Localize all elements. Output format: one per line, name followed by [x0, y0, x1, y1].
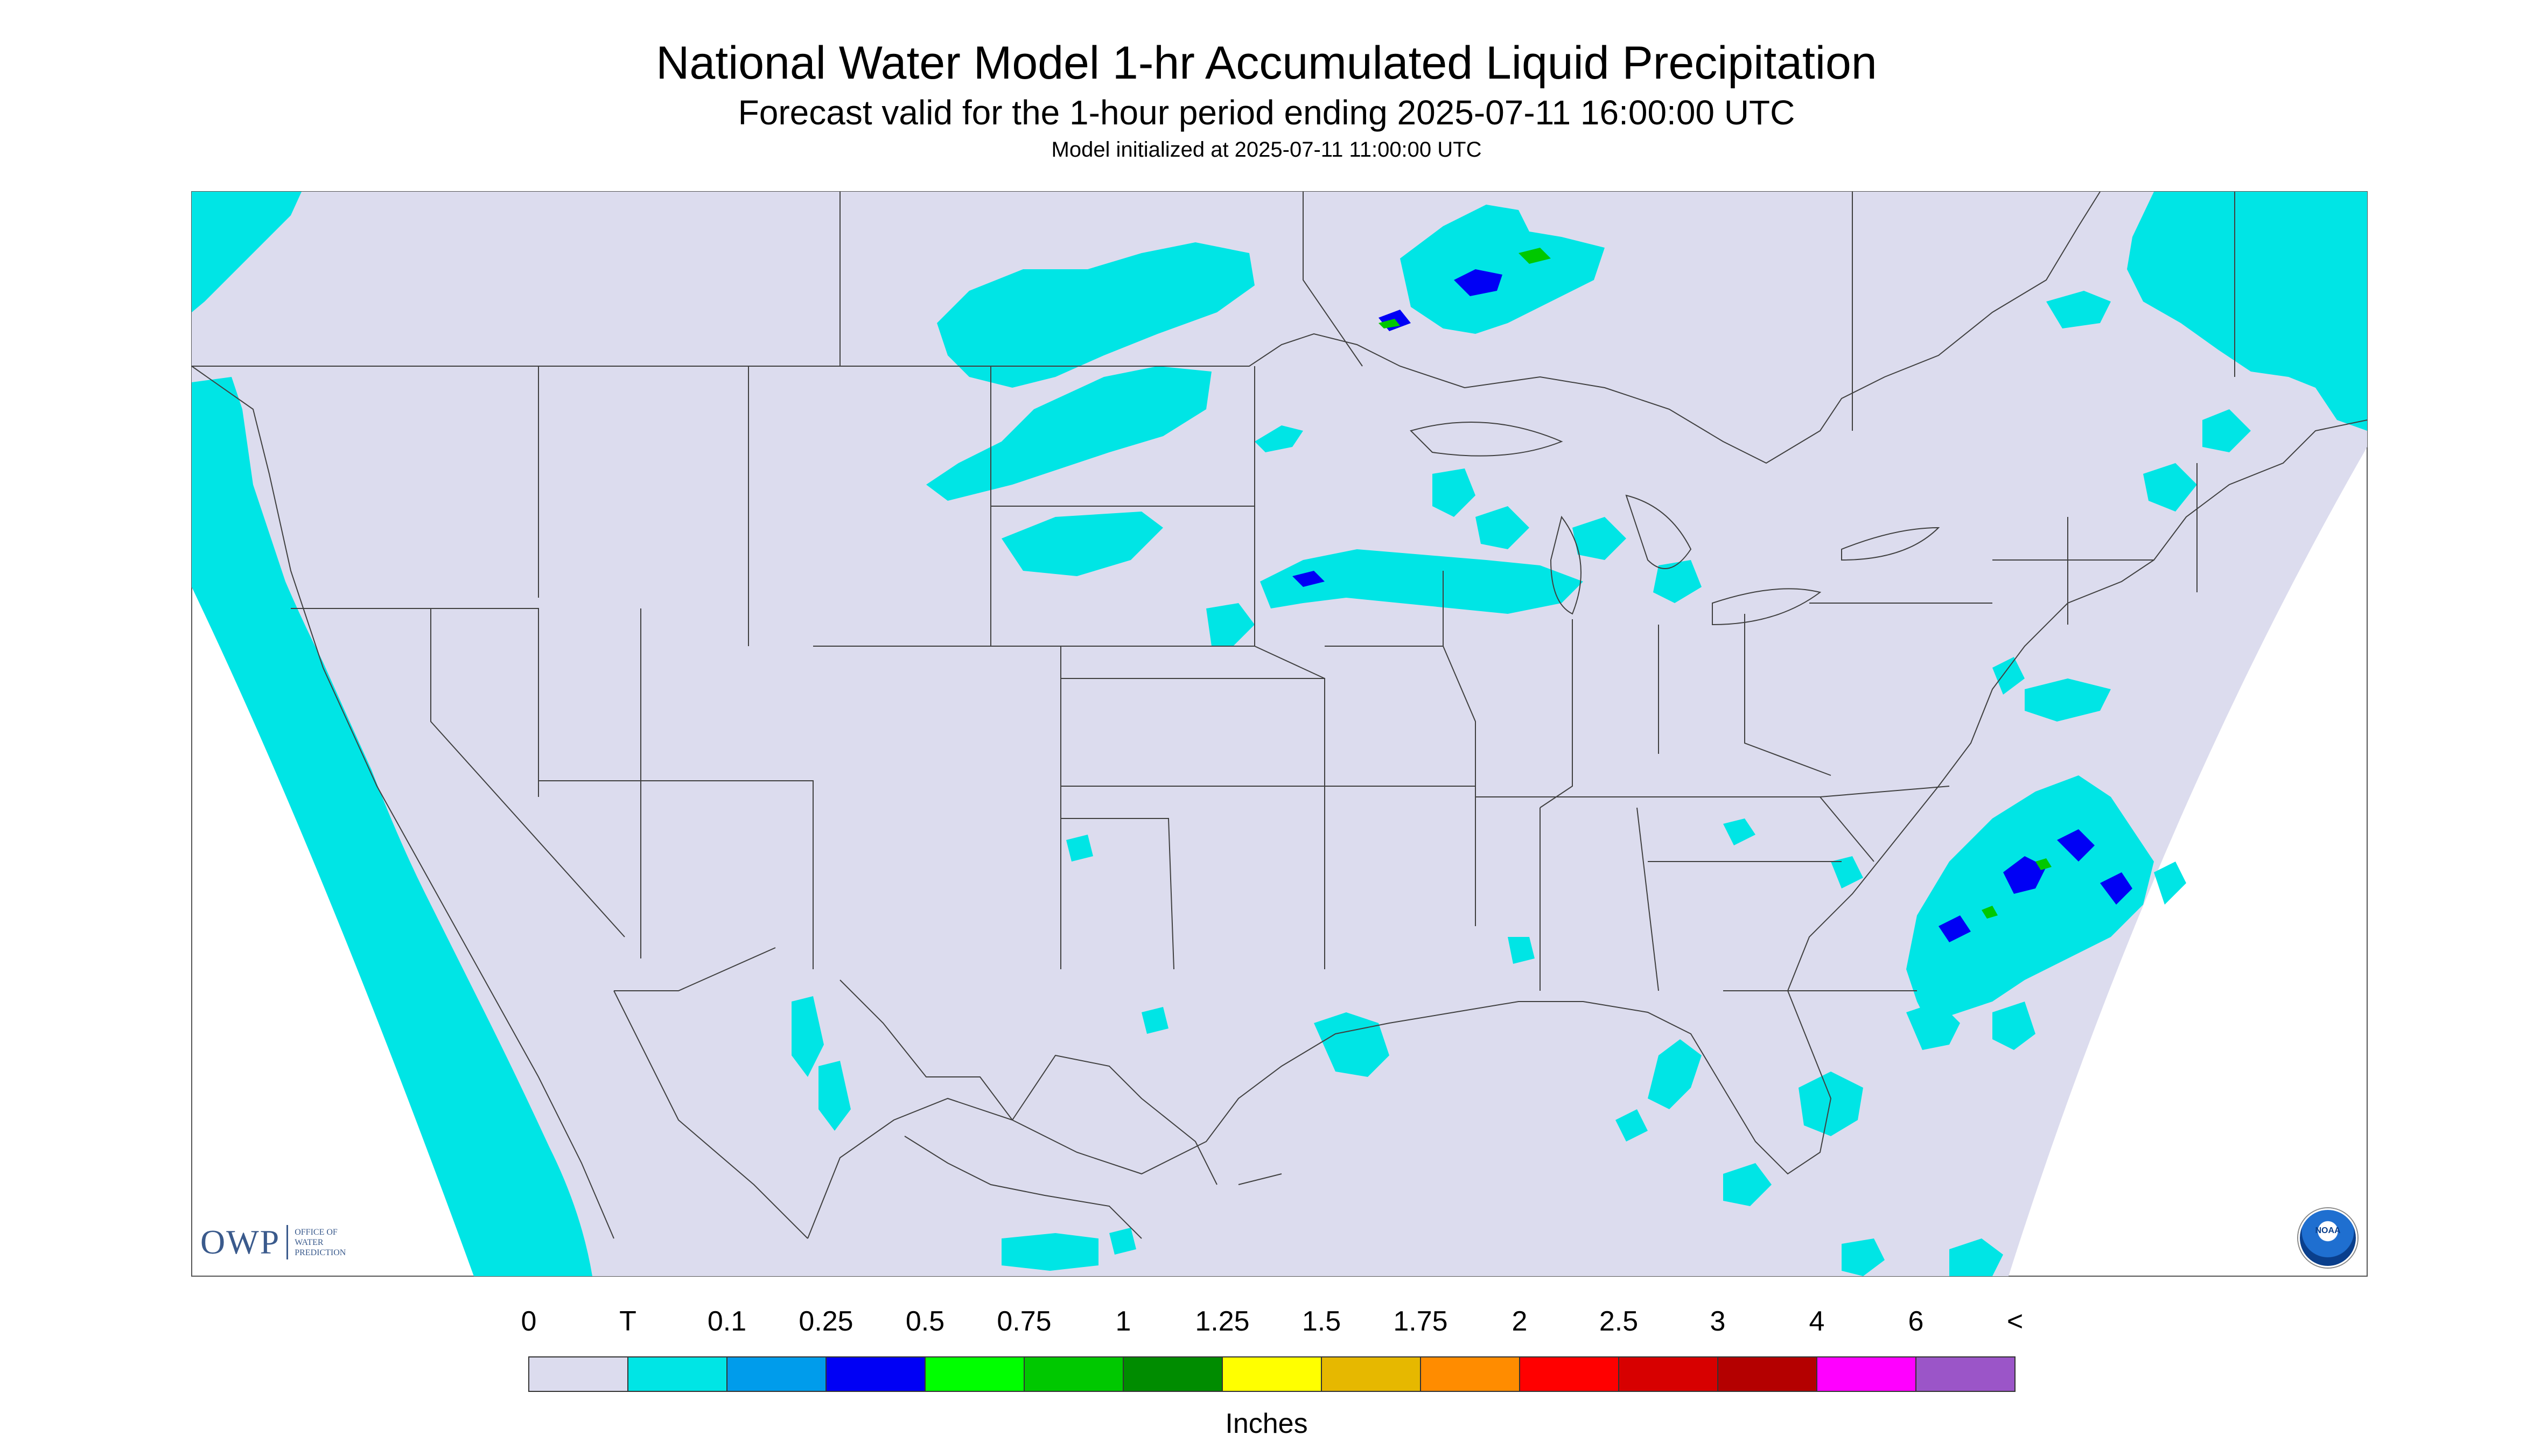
- precip-green: [1379, 248, 2052, 919]
- map-title: National Water Model 1-hr Accumulated Li…: [656, 37, 1877, 89]
- scale-label: 1.5: [1302, 1306, 1341, 1337]
- scale-label: 6: [1908, 1306, 1924, 1337]
- scale-label: 0: [521, 1306, 537, 1337]
- scale-label: 1.25: [1195, 1306, 1250, 1337]
- scale-label: 2.5: [1599, 1306, 1639, 1337]
- model-init-text: Model initialized at 2025-07-11 11:00:00…: [1051, 138, 1482, 162]
- units-label: Inches: [1225, 1408, 1308, 1439]
- scale-label: 2: [1512, 1306, 1528, 1337]
- owp-logo-subtext: OFFICE OF WATER PREDICTION: [295, 1227, 346, 1257]
- scale-label: 0.1: [707, 1306, 747, 1337]
- scale-label: 0.5: [905, 1306, 945, 1337]
- scale-label: 4: [1809, 1306, 1825, 1337]
- scale-label: 1: [1115, 1306, 1131, 1337]
- scale-label: <: [2006, 1306, 2024, 1337]
- precip-heavy: [1292, 269, 2132, 942]
- map-subtitle: Forecast valid for the 1-hour period end…: [738, 93, 1795, 132]
- owp-logo: OWP OFFICE OF WATER PREDICTION: [200, 1222, 346, 1262]
- scale-label: 3: [1710, 1306, 1726, 1337]
- noaa-logo: NOAA: [2298, 1208, 2357, 1268]
- model-domain: [192, 192, 2367, 1276]
- owp-logo-text: OWP: [200, 1223, 281, 1261]
- scale-label: 0.75: [997, 1306, 1052, 1337]
- precip-trace: [192, 192, 2367, 1276]
- scale-label: 1.75: [1393, 1306, 1448, 1337]
- scale-label: T: [619, 1306, 636, 1337]
- boundaries: [191, 191, 2368, 1239]
- scale-label: 0.25: [799, 1306, 853, 1337]
